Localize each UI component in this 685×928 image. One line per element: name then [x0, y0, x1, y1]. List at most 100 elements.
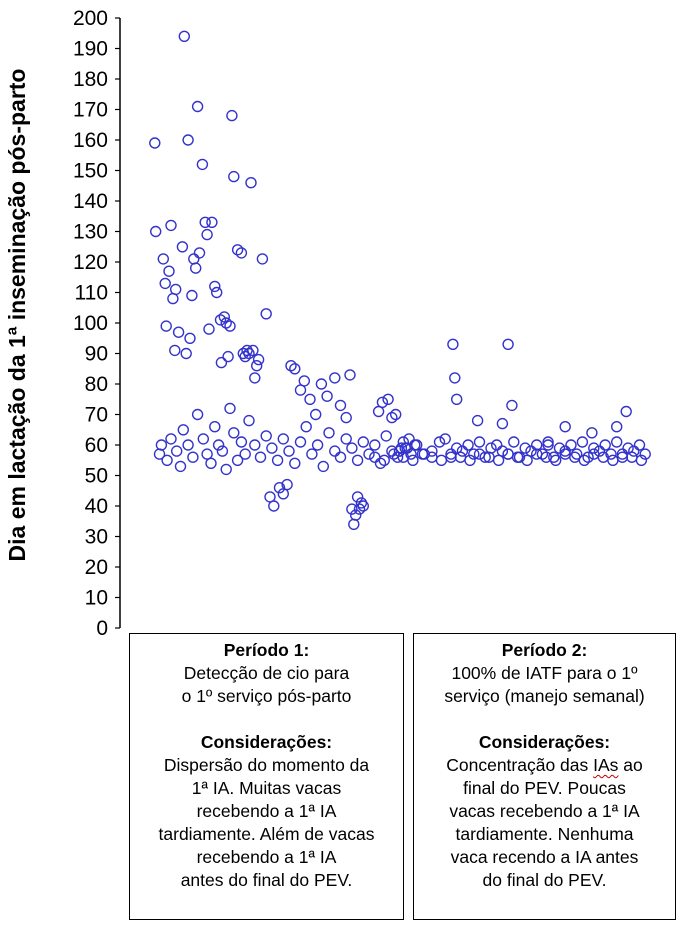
data-point: [176, 241, 189, 253]
data-point: [599, 439, 611, 451]
period-1-considerations-line: recebendo a 1ª IA: [196, 801, 337, 821]
data-point: [620, 405, 632, 418]
y-axis-label: Dia em lactação da 1ª inseminação pós-pa…: [4, 69, 30, 562]
y-tick-label: 190: [73, 38, 108, 61]
period-1-considerations-line: Dispersão do momento da: [163, 755, 370, 775]
data-point: [464, 454, 476, 466]
data-point: [531, 439, 543, 451]
data-point: [256, 253, 269, 265]
data-point: [209, 421, 221, 433]
data-point: [593, 445, 606, 457]
data-point: [378, 454, 390, 466]
data-point: [271, 454, 284, 466]
data-point: [435, 454, 448, 466]
y-tick-label: 50: [85, 465, 108, 488]
data-point: [611, 421, 623, 433]
data-point: [294, 384, 307, 396]
data-point: [321, 390, 333, 402]
data-point: [149, 225, 162, 238]
data-point: [224, 402, 236, 415]
data-point: [169, 344, 181, 357]
period-2-description-line: 100% de IATF para o 1º: [451, 663, 638, 683]
data-point: [473, 448, 486, 460]
data-point: [243, 414, 255, 427]
data-point: [165, 433, 177, 445]
data-point: [228, 427, 240, 439]
data-point: [220, 317, 232, 329]
data-point: [586, 427, 598, 439]
period-1-considerations-line: 1ª IA. Muitas vacas: [191, 778, 342, 798]
data-point: [502, 338, 514, 350]
data-point: [201, 228, 213, 241]
data-point: [239, 448, 251, 460]
data-point: [226, 109, 238, 122]
data-point: [340, 433, 352, 445]
data-point: [411, 439, 423, 451]
period-2-considerations-line: do final do PEV.: [482, 870, 607, 890]
y-tick-label: 170: [73, 99, 108, 122]
data-point: [304, 393, 316, 405]
data-point: [235, 436, 248, 448]
data-point: [177, 424, 190, 436]
data-point: [491, 439, 503, 451]
data-point: [502, 448, 514, 460]
data-point: [473, 436, 486, 448]
data-point: [353, 503, 366, 515]
data-point: [161, 454, 173, 466]
data-point: [626, 451, 638, 463]
data-point: [536, 448, 549, 460]
data-points: [149, 30, 651, 530]
data-point: [220, 463, 232, 476]
data-point: [506, 399, 518, 412]
period-2-considerations-line: Concentração das IAs ao: [414, 754, 675, 777]
data-point: [235, 247, 248, 259]
data-point: [289, 457, 301, 469]
data-point: [451, 393, 463, 405]
data-point: [315, 378, 328, 390]
data-point: [357, 500, 369, 512]
data-point: [182, 134, 194, 146]
y-tick-label: 120: [73, 251, 108, 274]
spellcheck-underlined-word: IAs: [593, 755, 619, 775]
y-tick-label: 140: [73, 190, 108, 213]
data-point: [294, 436, 307, 448]
data-point: [628, 445, 640, 457]
data-point: [306, 448, 318, 460]
data-point: [180, 347, 192, 360]
period-1-considerations-line: recebendo a 1ª IA: [196, 847, 337, 867]
data-point: [215, 356, 228, 369]
data-point: [260, 308, 272, 320]
considerations-text-part: ao: [618, 755, 643, 775]
y-tick-label: 30: [85, 526, 108, 549]
data-point: [369, 451, 381, 463]
y-tick-label: 130: [73, 221, 108, 244]
data-point: [218, 311, 231, 323]
data-point: [357, 436, 369, 448]
data-point: [285, 360, 297, 372]
data-point: [395, 442, 408, 454]
data-point: [281, 478, 293, 491]
data-point: [611, 436, 623, 448]
data-point: [239, 350, 251, 363]
data-point: [317, 460, 329, 473]
data-point: [346, 503, 358, 515]
data-point: [196, 158, 209, 171]
data-point: [390, 408, 402, 421]
period-1-description-line: o 1º serviço pós-parto: [181, 686, 352, 706]
data-point: [605, 448, 617, 460]
data-point: [245, 176, 257, 189]
data-point: [521, 454, 533, 466]
data-point: [454, 451, 467, 463]
data-point: [346, 442, 358, 454]
period-2-description-line: serviço (manejo semanal): [444, 686, 645, 706]
data-point: [519, 442, 531, 454]
data-point: [149, 137, 161, 149]
data-point: [407, 454, 419, 466]
data-point: [165, 219, 177, 232]
data-point: [186, 289, 198, 302]
data-point: [247, 344, 259, 357]
data-point: [254, 451, 267, 463]
data-point: [635, 454, 648, 466]
data-point: [300, 421, 312, 433]
data-point: [310, 408, 322, 421]
